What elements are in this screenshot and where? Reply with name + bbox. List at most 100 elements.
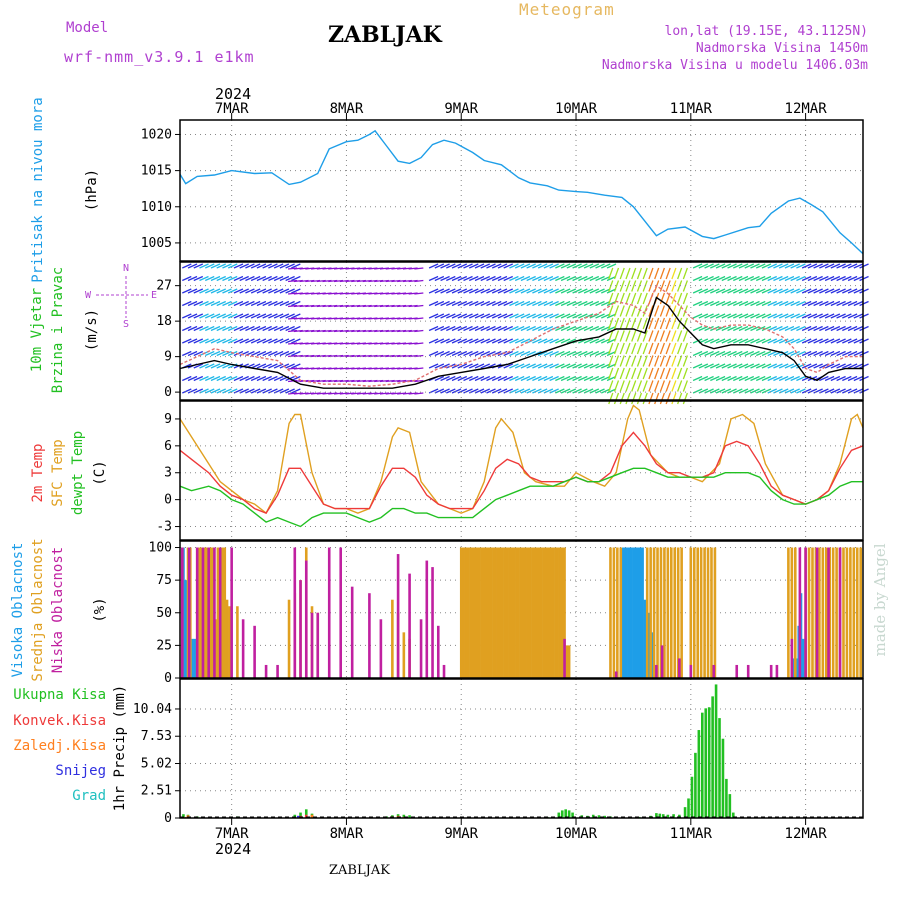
wind-arrow [182,300,192,307]
wind-arrow [560,263,571,269]
wind-arrow [480,313,491,319]
wind-arrow [199,263,209,269]
wind-arrow [204,263,215,269]
wind-arrow [222,388,232,394]
y-tick-label: 9 [164,350,172,365]
wind-arrow [727,275,737,282]
wind-arrow [836,338,846,344]
wind-arrow [440,275,450,282]
bar [807,547,811,678]
wind-arrow [555,275,565,282]
wind-arrow [636,317,643,330]
bar [649,547,652,678]
wind-arrow [250,288,261,294]
wind-arrow [268,288,278,294]
wind-arrow [824,313,835,319]
wind-arrow [859,313,869,319]
wind-arrow [583,375,594,382]
wind-arrow [414,329,424,333]
wind-arrow [613,342,620,355]
wind-arrow [279,338,290,344]
wind-arrow [830,363,841,369]
wind-arrow [606,263,617,269]
bar [198,547,201,678]
wind-arrow [790,275,800,282]
wind-arrow [291,275,301,282]
wind-arrow [842,288,852,294]
wind-arrow [589,375,600,382]
wind-arrow [463,288,473,294]
wind-arrow [509,363,519,369]
wind-arrow [291,350,301,357]
year-bottom: 2024 [215,840,252,858]
wind-arrow [727,313,737,319]
wind-arrow [625,280,631,292]
wind-arrow [830,350,841,357]
bar [526,547,530,678]
bar [775,664,779,678]
wind-arrow [677,342,683,355]
wind-arrow [671,342,677,355]
wind-arrow [434,313,445,319]
wind-arrow [813,288,823,294]
wind-arrow [572,388,582,394]
wind-arrow [250,338,261,344]
wind-arrow [434,300,445,307]
wind-arrow [497,388,508,394]
wind-arrow [457,263,468,269]
wind-arrow [250,350,261,357]
wind-arrow [619,392,625,405]
wind-arrow [532,363,542,369]
bar [659,547,663,678]
wind-arrow [721,363,732,369]
wind-arrow [824,350,835,357]
bar [287,599,291,678]
wind-arrow [572,350,582,357]
wind-arrow [778,338,789,344]
wind-arrow [692,363,703,369]
wind-arrow [665,355,671,367]
wind-arrow [859,388,869,394]
wind-arrow [715,375,726,382]
wind-arrow [682,392,688,405]
wind-arrow [583,288,594,294]
wind-arrow [836,300,846,307]
wind-arrow [807,350,818,357]
wind-arrow [715,388,726,394]
wind-arrow [778,375,789,382]
wind-arrow [457,388,468,394]
wind-arrow [659,380,666,392]
wind-arrow [665,367,671,380]
wind-arrow [619,267,625,280]
wind-arrow [239,338,249,344]
wind-arrow [744,375,755,382]
wind-arrow [608,330,614,342]
panel-frame [179,678,864,819]
wind-arrow [744,313,755,319]
wind-arrow [836,325,846,332]
wind-arrow [451,388,462,394]
wind-arrow [491,338,502,344]
wind-arrow [520,275,531,282]
wind-arrow [727,263,737,269]
wind-arrow [847,350,858,357]
wind-arrow [613,367,620,380]
bar [195,547,199,678]
wind-arrow [830,263,841,269]
bar [402,814,406,818]
wind-arrow [245,288,255,294]
wind-arrow [648,355,654,367]
wind-arrow [572,363,582,369]
wind-arrow [677,355,683,367]
wind-arrow [497,263,508,269]
bar [704,708,708,818]
wind-arrow [256,325,267,332]
bar [652,547,656,678]
wind-arrow [497,300,508,307]
wind-arrow [836,363,846,369]
bar [473,547,477,678]
wind-arrow [773,313,783,319]
wind-arrow [268,263,278,269]
wind-arrow [268,388,278,394]
